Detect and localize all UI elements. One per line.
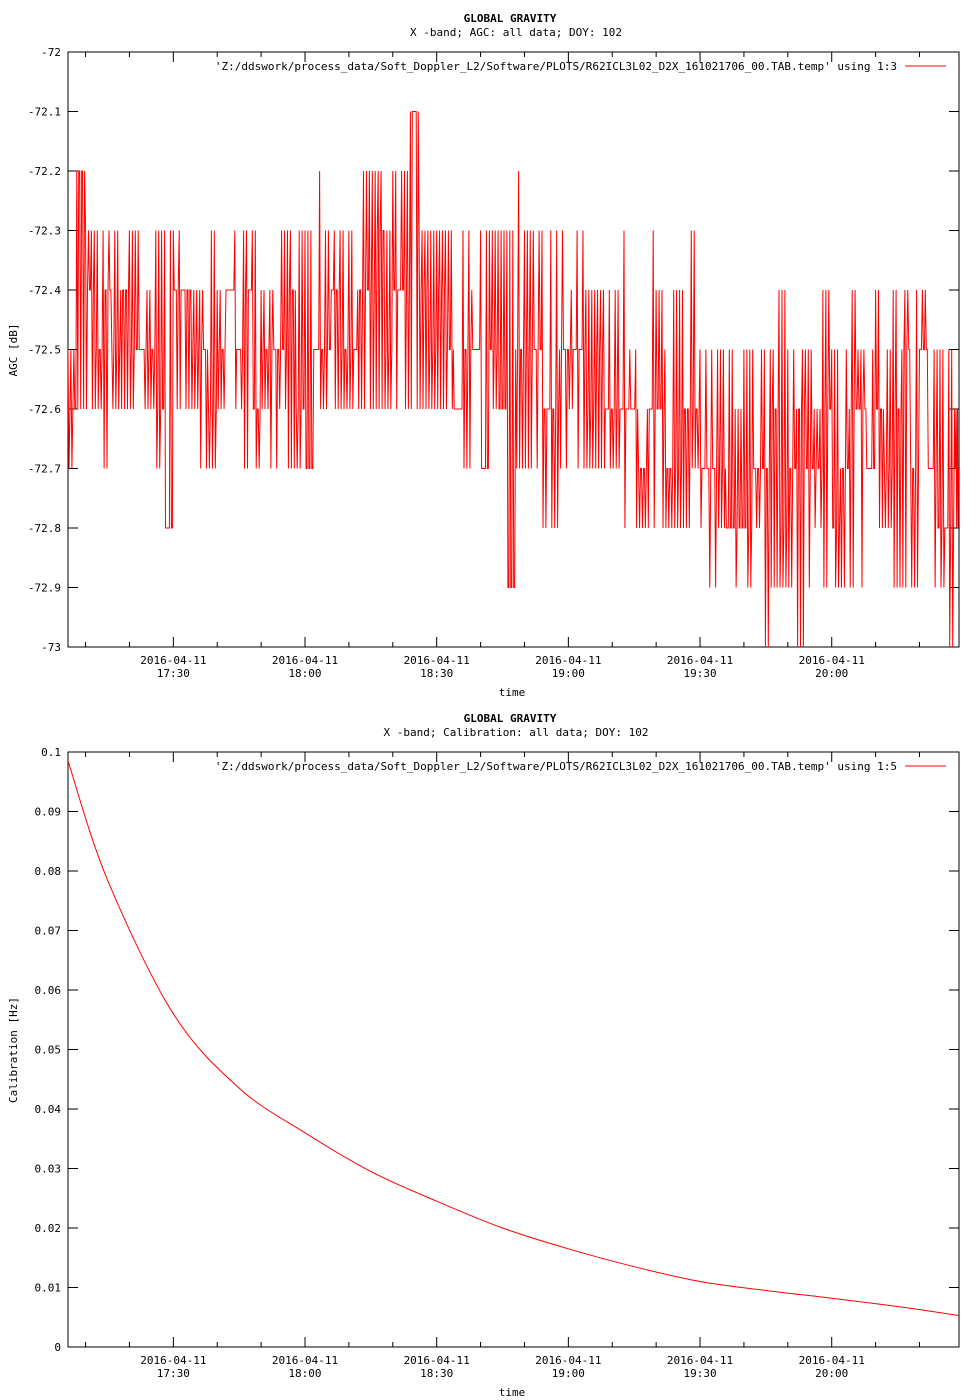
- calibration-x-tick-date: 2016-04-11: [140, 1354, 206, 1367]
- agc-y-tick-label: -72.1: [28, 106, 61, 119]
- calibration-y-tick-label: 0.07: [35, 925, 62, 938]
- calibration-x-tick-time: 19:00: [552, 1367, 585, 1380]
- calibration-chart-title: GLOBAL GRAVITY: [464, 712, 557, 725]
- agc-y-tick-label: -72.8: [28, 522, 61, 535]
- calibration-y-tick-label: 0.01: [35, 1282, 62, 1295]
- agc-chart: GLOBAL GRAVITY X -band; AGC: all data; D…: [7, 12, 960, 699]
- agc-x-tick-time: 17:30: [157, 667, 190, 680]
- calibration-plot-frame: [67, 751, 960, 1348]
- calibration-x-axis-label: time: [499, 1386, 526, 1399]
- calibration-chart: GLOBAL GRAVITY X -band; Calibration: all…: [7, 712, 960, 1399]
- agc-y-tick-label: -72.5: [28, 344, 61, 357]
- calibration-y-tick-label: 0: [54, 1341, 61, 1354]
- agc-x-tick-date: 2016-04-11: [272, 654, 338, 667]
- agc-x-tick-time: 18:30: [420, 667, 453, 680]
- calibration-y-axis-label: Calibration [Hz]: [7, 997, 20, 1103]
- calibration-legend-label: 'Z:/ddswork/process_data/Soft_Doppler_L2…: [215, 760, 897, 773]
- agc-x-tick-time: 20:00: [815, 667, 848, 680]
- agc-x-tick-time: 19:30: [683, 667, 716, 680]
- calibration-x-tick-time: 20:00: [815, 1367, 848, 1380]
- calibration-x-tick-date: 2016-04-11: [799, 1354, 865, 1367]
- agc-chart-subtitle: X -band; AGC: all data; DOY: 102: [410, 26, 622, 39]
- agc-y-tick-label: -72: [41, 46, 61, 59]
- agc-y-tick-label: -72.2: [28, 165, 61, 178]
- calibration-x-tick-date: 2016-04-11: [535, 1354, 601, 1367]
- agc-x-tick-date: 2016-04-11: [667, 654, 733, 667]
- calibration-y-tick-label: 0.02: [35, 1222, 62, 1235]
- agc-y-tick-label: -72.9: [28, 582, 61, 595]
- calibration-x-tick-time: 19:30: [683, 1367, 716, 1380]
- calibration-y-tick-label: 0.1: [41, 746, 61, 759]
- agc-x-tick-date: 2016-04-11: [799, 654, 865, 667]
- agc-x-tick-time: 19:00: [552, 667, 585, 680]
- agc-x-tick-time: 18:00: [288, 667, 321, 680]
- agc-x-axis-label: time: [499, 686, 526, 699]
- agc-x-tick-date: 2016-04-11: [140, 654, 206, 667]
- agc-y-tick-label: -72.7: [28, 463, 61, 476]
- calibration-series-line: [68, 760, 959, 1316]
- calibration-y-tick-label: 0.08: [35, 865, 62, 878]
- calibration-y-tick-label: 0.04: [35, 1103, 62, 1116]
- agc-legend-label: 'Z:/ddswork/process_data/Soft_Doppler_L2…: [215, 60, 897, 73]
- calibration-y-tick-label: 0.03: [35, 1163, 62, 1176]
- agc-y-tick-label: -73: [41, 641, 61, 654]
- calibration-x-tick-date: 2016-04-11: [404, 1354, 470, 1367]
- agc-y-tick-label: -72.3: [28, 225, 61, 238]
- agc-y-tick-label: -72.4: [28, 284, 61, 297]
- calibration-y-tick-label: 0.09: [35, 806, 62, 819]
- calibration-y-tick-label: 0.06: [35, 984, 62, 997]
- calibration-x-tick-time: 18:30: [420, 1367, 453, 1380]
- calibration-x-tick-time: 18:00: [288, 1367, 321, 1380]
- agc-series-line: [68, 111, 959, 647]
- calibration-x-tick-time: 17:30: [157, 1367, 190, 1380]
- agc-chart-title: GLOBAL GRAVITY: [464, 12, 557, 25]
- agc-y-tick-label: -72.6: [28, 403, 61, 416]
- agc-y-axis-label: AGC [dB]: [7, 324, 20, 377]
- calibration-x-tick-date: 2016-04-11: [272, 1354, 338, 1367]
- agc-x-tick-date: 2016-04-11: [404, 654, 470, 667]
- calibration-y-tick-label: 0.05: [35, 1044, 62, 1057]
- calibration-x-tick-date: 2016-04-11: [667, 1354, 733, 1367]
- calibration-chart-subtitle: X -band; Calibration: all data; DOY: 102: [384, 726, 649, 739]
- agc-x-tick-date: 2016-04-11: [535, 654, 601, 667]
